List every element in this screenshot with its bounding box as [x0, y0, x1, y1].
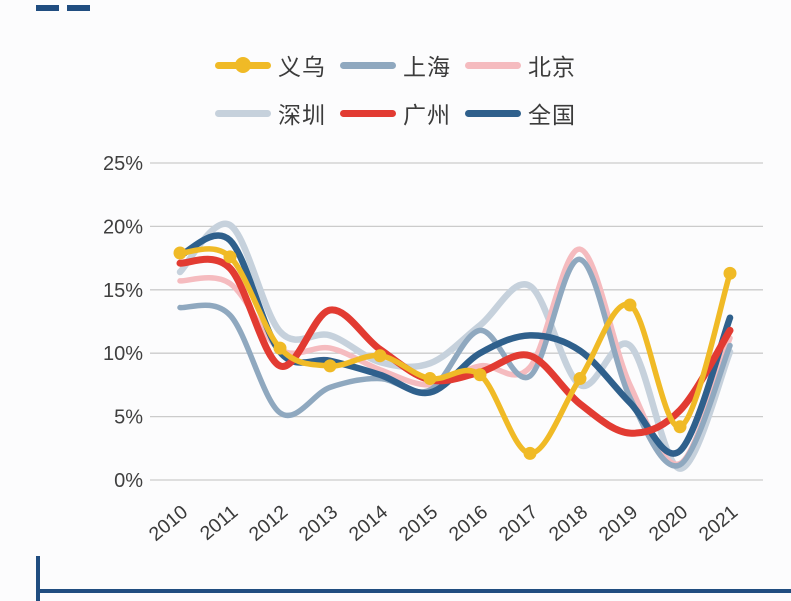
legend-label: 深圳	[278, 102, 326, 128]
legend-swatch-icon	[340, 109, 396, 117]
legend-item-5[interactable]: 全国	[465, 96, 576, 130]
legend-label: 北京	[528, 54, 576, 80]
legend-item-0[interactable]: 义乌	[215, 48, 326, 82]
legend-item-2[interactable]: 北京	[465, 48, 576, 82]
y-tick-label: 10%	[103, 343, 143, 365]
series-line-3	[176, 220, 734, 472]
series-marker-0-2018	[573, 372, 587, 386]
legend-marker-dot-icon	[235, 57, 251, 73]
top-left-dash-2	[67, 5, 90, 11]
legend-label: 上海	[403, 54, 451, 80]
legend-label: 义乌	[278, 54, 326, 80]
legend-item-3[interactable]: 深圳	[215, 96, 326, 130]
series-marker-0-2013	[323, 359, 337, 373]
chart-legend: 义乌 上海 北京深圳 广州 全国	[0, 48, 791, 130]
x-tick-label: 2015	[395, 501, 442, 546]
x-tick-label: 2010	[145, 501, 192, 546]
x-tick-label: 2017	[495, 501, 542, 546]
legend-label: 广州	[403, 102, 451, 128]
legend-item-1[interactable]: 上海	[340, 48, 451, 82]
legend-swatch-icon	[465, 109, 521, 117]
series-marker-0-2017	[523, 446, 537, 460]
series-marker-0-2015	[423, 372, 437, 386]
bottom-rule	[36, 589, 791, 593]
legend-row-1: 义乌 上海 北京	[215, 48, 576, 82]
legend-row-2: 深圳 广州 全国	[215, 96, 576, 130]
x-tick-label: 2021	[695, 501, 742, 546]
series-marker-0-2012	[273, 341, 287, 355]
x-tick-label: 2018	[545, 501, 592, 546]
legend-label: 全国	[528, 102, 576, 128]
x-tick-label: 2020	[645, 501, 692, 546]
y-tick-label: 20%	[103, 216, 143, 238]
x-axis-labels: 2010 2011 2012 2013 2014 2015 2016 2017 2018 2019…	[145, 501, 742, 546]
series-marker-0-2020	[673, 420, 687, 434]
series-line-4	[176, 255, 734, 437]
y-tick-label: 15%	[103, 280, 143, 302]
x-tick-label: 2012	[245, 501, 292, 546]
series-lines	[173, 220, 737, 472]
legend-item-4[interactable]: 广州	[340, 96, 451, 130]
x-tick-label: 2011	[196, 501, 242, 545]
series-marker-0-2019	[623, 298, 637, 312]
x-tick-label: 2014	[345, 501, 392, 546]
legend-swatch-icon	[215, 109, 271, 117]
bottom-left-rule	[36, 556, 40, 601]
top-left-dash-1	[36, 5, 59, 11]
series-marker-0-2021	[723, 266, 737, 280]
y-tick-label: 25%	[103, 153, 143, 175]
legend-swatch-icon	[340, 61, 396, 69]
series-marker-0-2011	[223, 250, 237, 264]
series-marker-0-2016	[473, 368, 487, 382]
x-tick-label: 2016	[445, 501, 492, 546]
x-tick-label: 2013	[295, 501, 342, 546]
y-tick-label: 5%	[114, 407, 143, 429]
series-marker-0-2010	[173, 246, 187, 260]
legend-swatch-icon	[465, 61, 521, 69]
y-tick-label: 0%	[114, 470, 143, 492]
series-marker-0-2014	[373, 349, 387, 363]
x-tick-label: 2019	[595, 501, 642, 546]
legend-swatch-icon	[215, 57, 271, 73]
